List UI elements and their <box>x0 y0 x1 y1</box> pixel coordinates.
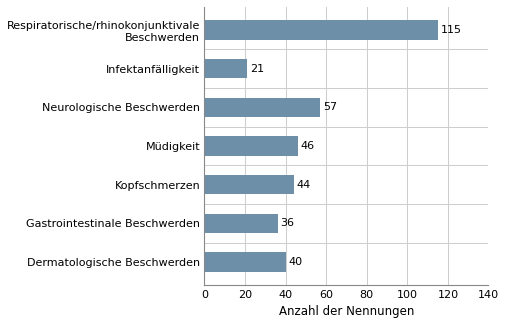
Bar <box>204 136 297 156</box>
Bar <box>204 253 285 272</box>
Bar <box>204 98 320 117</box>
Text: 115: 115 <box>440 25 461 35</box>
Bar <box>204 175 293 194</box>
Text: 21: 21 <box>249 64 264 74</box>
Text: 40: 40 <box>288 257 302 267</box>
Bar <box>204 59 246 78</box>
X-axis label: Anzahl der Nennungen: Anzahl der Nennungen <box>278 305 414 318</box>
Text: 57: 57 <box>323 102 337 112</box>
Text: 44: 44 <box>296 180 311 190</box>
Text: 46: 46 <box>300 141 314 151</box>
Text: 36: 36 <box>280 218 294 228</box>
Bar <box>204 20 437 40</box>
Bar <box>204 214 277 233</box>
